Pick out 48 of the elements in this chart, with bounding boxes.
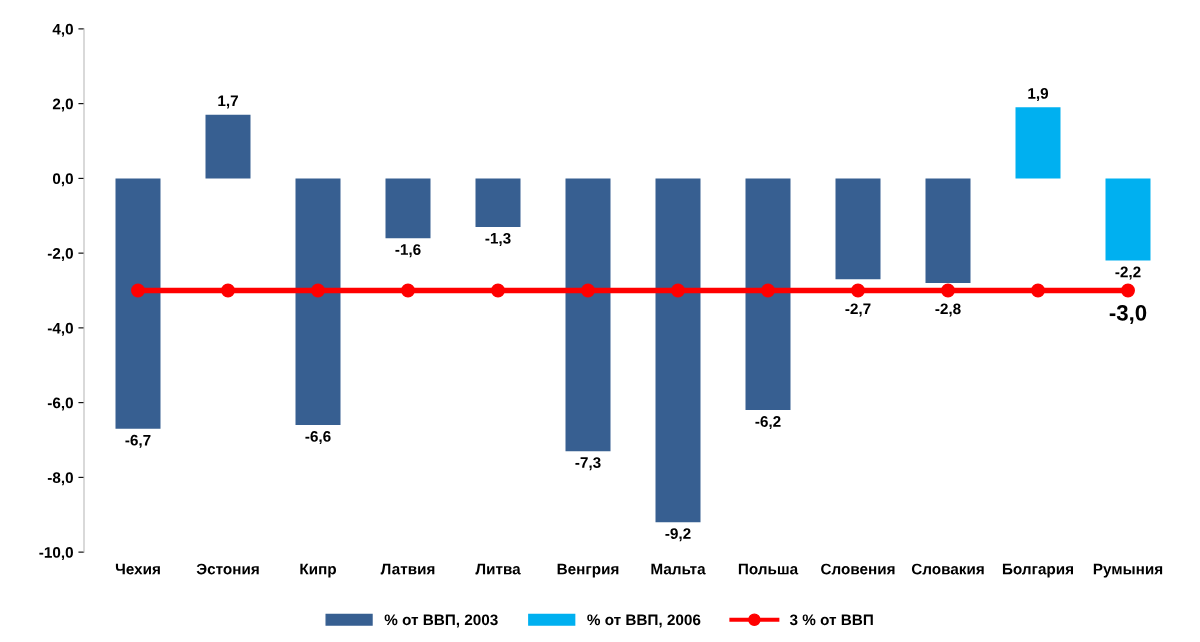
x-tick-label: Болгария (1002, 563, 1073, 578)
y-tick-label: 4,0 (52, 23, 73, 37)
y-tick-label: 0,0 (52, 173, 73, 187)
x-tick-label: Литва (475, 563, 521, 575)
legend-label: % от ВВП, 2006 (587, 614, 701, 628)
data-label: -6,2 (755, 416, 781, 430)
x-tick-label: Кипр (300, 563, 337, 578)
data-label: -2,8 (935, 303, 961, 317)
data-label: -3,0 (1109, 304, 1147, 324)
data-label: -2,7 (845, 303, 871, 317)
x-tick-label: Румыния (1093, 563, 1163, 578)
bar (925, 178, 971, 284)
y-tick-label: 2,0 (52, 98, 73, 112)
data-label: -2,2 (1115, 266, 1141, 280)
bar (745, 178, 791, 411)
bar (835, 178, 881, 280)
bar (295, 178, 341, 426)
data-label: -7,3 (575, 457, 601, 471)
x-tick-label: Латвия (380, 563, 435, 575)
legend-label: % от ВВП, 2003 (384, 614, 498, 628)
y-tick-label: -2,0 (47, 248, 73, 262)
y-tick-label: -8,0 (47, 472, 73, 486)
bar (115, 178, 161, 429)
bar (1015, 107, 1061, 179)
data-label: -1,3 (485, 232, 511, 246)
y-tick-label: -4,0 (47, 322, 73, 336)
bar (205, 114, 251, 179)
bar (475, 178, 521, 227)
x-tick-label: Эстония (196, 563, 259, 575)
data-label: -6,7 (125, 434, 151, 448)
x-tick-label: Мальта (651, 563, 706, 575)
x-tick-label: Польша (738, 563, 799, 575)
legend-label: 3 % от ВВП (789, 614, 873, 626)
data-label: 1,9 (1028, 87, 1049, 102)
y-tick-label: -6,0 (47, 397, 73, 411)
data-label: -6,6 (305, 431, 331, 445)
x-tick-label: Словакия (911, 563, 984, 575)
y-tick-label: -10,0 (39, 546, 73, 561)
data-label: -1,6 (395, 244, 421, 258)
bar (655, 178, 701, 523)
data-label: -9,2 (665, 528, 691, 542)
x-tick-label: Словения (821, 563, 895, 575)
bar (385, 178, 431, 239)
bar (1105, 178, 1151, 261)
bar (565, 178, 611, 452)
x-tick-label: Чехия (115, 563, 160, 575)
x-tick-label: Венгрия (557, 563, 619, 578)
data-label: 1,7 (218, 95, 238, 109)
